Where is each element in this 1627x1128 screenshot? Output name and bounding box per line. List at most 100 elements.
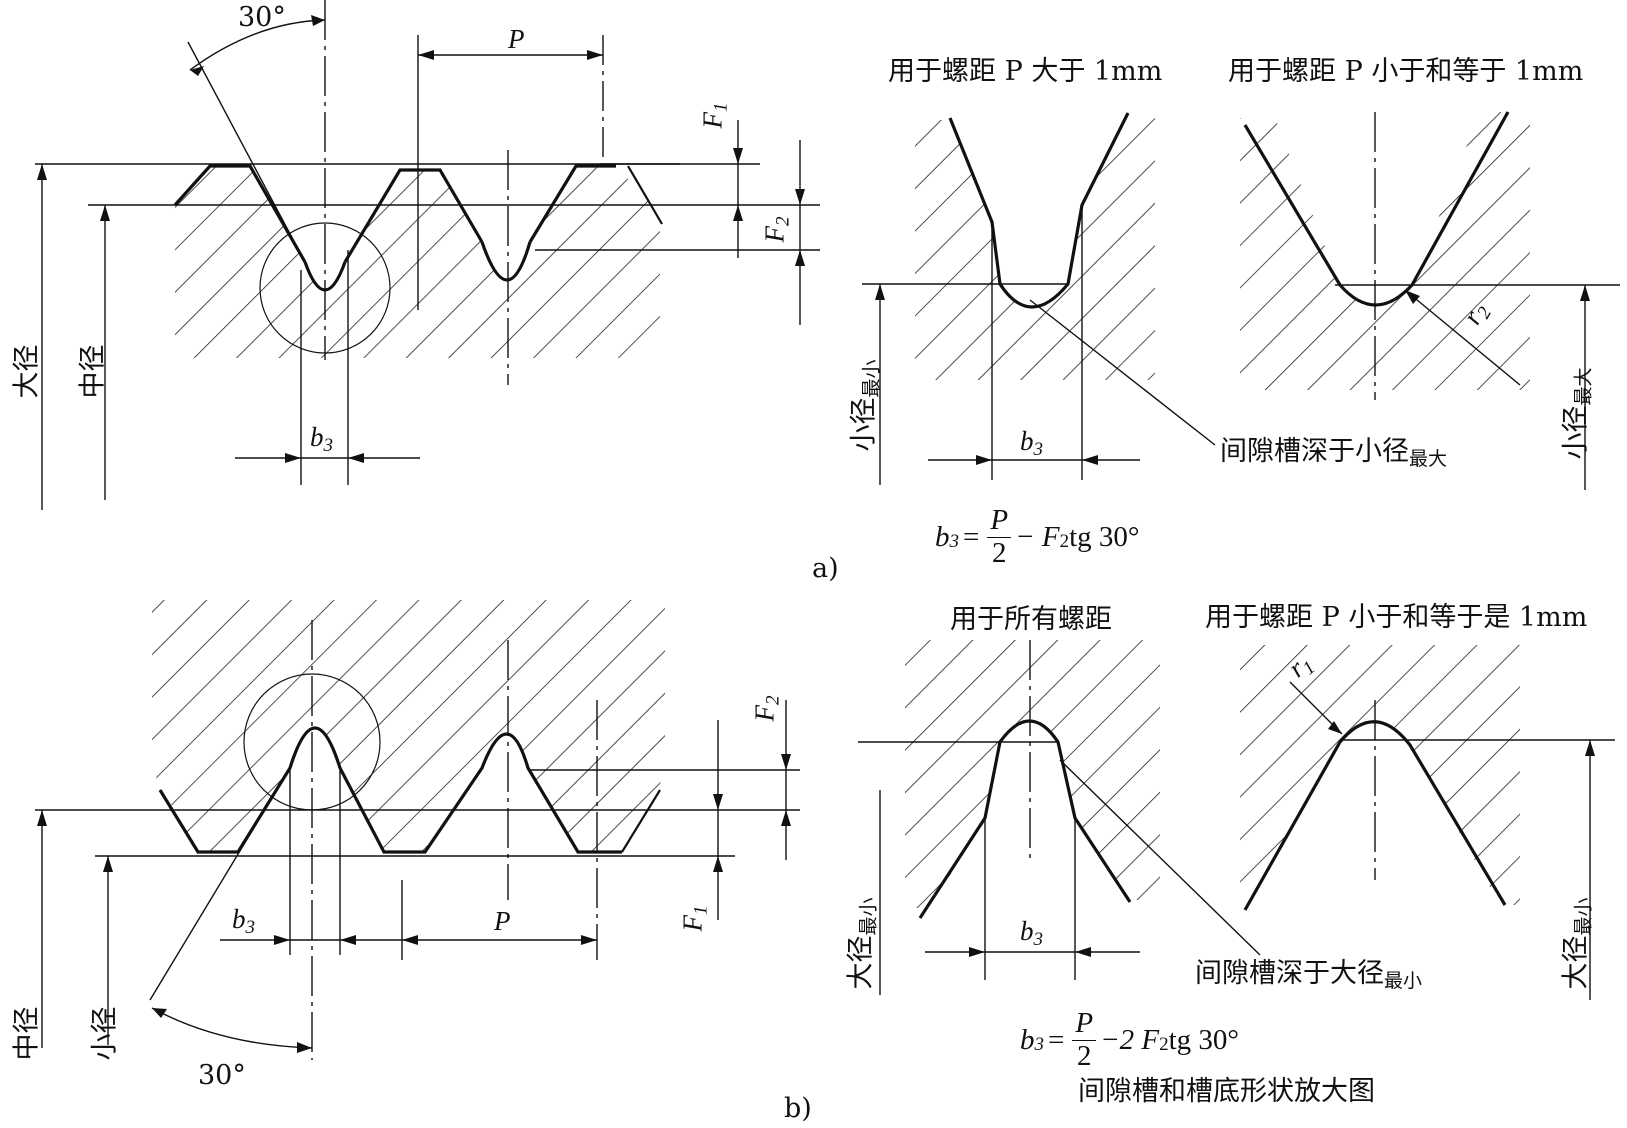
part-a-30deg-arc: [189, 19, 326, 71]
part-b-30deg-line: [149, 767, 291, 1001]
part-b-groove-note-text: 间隙槽深于大径: [1195, 958, 1384, 989]
part-b-b3-label: b3: [232, 904, 255, 938]
part-a-pitch-label: P: [508, 24, 525, 54]
part-b-formula-rhs-sub: 2: [1159, 1034, 1169, 1056]
part-b-detail-b3-sub: 3: [1033, 929, 1044, 950]
part-a-f2-sub: 2: [772, 216, 794, 227]
part-b-chamfer-end: [621, 789, 661, 853]
part-a-formula-lhs: b: [935, 520, 950, 553]
part-b-material-hatch: [152, 600, 665, 852]
part-b-pitch-dia-arrow: [37, 810, 47, 826]
part-b-b3-letter: b: [232, 904, 246, 934]
part-b-f1-label: F1: [677, 906, 712, 932]
part-b-f2-label: F2: [750, 696, 784, 722]
part-b-formula-eq: =: [1048, 1023, 1065, 1056]
part-a-angle-label: 30°: [238, 2, 286, 33]
part-b-major-min-left-sub: 最小: [857, 897, 880, 936]
part-a-minor-min-sub: 最小: [860, 359, 883, 398]
part-a-thread-flank-2: [343, 168, 484, 263]
part-a-chamfer-end: [627, 165, 663, 225]
part-b-major-min-left-label: 大径最小: [845, 897, 880, 990]
part-a-formula-den: 2: [991, 536, 1007, 569]
part-b-groove-note: 间隙槽深于大径最小: [1195, 958, 1422, 991]
part-a-detail-right-r2-leader: [1404, 289, 1521, 386]
part-a-f1-label: F1: [697, 103, 732, 129]
part-b-formula-lhs: b: [1020, 1023, 1035, 1056]
part-b-f1-sub: 1: [690, 905, 712, 916]
part-a-groove-leader: [1029, 299, 1216, 446]
part-b-detail-left-title: 用于所有螺距: [950, 604, 1112, 635]
part-a-f1-arrow-bottom: [733, 205, 743, 221]
part-b-detail-right-title: 用于螺距 P 小于和等于是 1mm: [1205, 602, 1588, 633]
part-b-p-arrow-r: [581, 935, 597, 945]
part-a-detail-b3-letter: b: [1020, 426, 1034, 456]
part-b-major-min-right-label: 大径最小: [1560, 897, 1595, 990]
part-b-f1-arrow-top: [713, 794, 723, 810]
part-b-formula-rhs: −2 F: [1100, 1023, 1160, 1056]
part-b-detail-left: [858, 640, 1261, 995]
part-a-b3-arrow-l: [285, 453, 301, 463]
part-a-detail-left-b3-arrow-l: [976, 455, 992, 465]
part-b-detail-left-b3-arrow-l: [969, 947, 985, 957]
part-a-b3-letter: b: [310, 422, 324, 452]
part-a-30deg-arrow-left: [190, 66, 204, 76]
part-a-b3-label: b3: [310, 422, 333, 456]
part-a-detail-left-b3-arrow-r: [1082, 455, 1098, 465]
part-a-f1-arrow-top: [733, 148, 743, 164]
part-a-b3-arrow-r: [348, 453, 364, 463]
part-a-detail-left-hatch: [915, 115, 1155, 380]
part-a-label: a): [812, 553, 839, 584]
part-b-label: b): [784, 1093, 812, 1124]
part-b-major-min-right-text: 大径: [1560, 935, 1592, 990]
part-b-main-view: [35, 600, 800, 1060]
part-b-formula-lhs-sub: 3: [1034, 1034, 1045, 1056]
part-a-groove-note: 间隙槽深于小径最大: [1220, 436, 1447, 469]
part-a-groove-note-text: 间隙槽深于小径: [1220, 436, 1409, 467]
part-a-pitch-arrow-l: [418, 50, 434, 60]
part-b-major-min-right-sub: 最小: [1572, 897, 1595, 936]
part-b-major-min-left-text: 大径: [845, 935, 877, 990]
part-a-minor-min-text: 小径: [848, 397, 880, 452]
part-b-caption: 间隙槽和槽底形状放大图: [1078, 1076, 1375, 1107]
part-b-30deg-arc: [151, 1007, 313, 1049]
part-b-groove-note-sub: 最小: [1384, 970, 1423, 992]
part-a-f2-arrow-top: [795, 189, 805, 205]
part-b-b3-sub: 3: [245, 917, 256, 938]
part-b-f1-letter: F: [677, 915, 708, 932]
part-a-minor-max-label: 小径最大: [1561, 367, 1595, 459]
part-a-30deg-arrow-right: [311, 15, 325, 26]
part-a-detail-right: [1240, 111, 1620, 490]
part-a-formula-eq: =: [963, 520, 980, 553]
part-a-formula-num: P: [987, 504, 1012, 538]
part-b-formula-den: 2: [1076, 1039, 1092, 1072]
part-a-detail-left-minor-arrow: [875, 284, 885, 300]
part-a-detail-b3-label: b3: [1020, 426, 1043, 460]
part-a-detail-b3-sub: 3: [1033, 439, 1044, 460]
part-a-detail-right-r2-arrow: [1405, 290, 1420, 304]
part-a-detail-circle: [259, 222, 391, 354]
part-b-detail-right-hatch: [1240, 645, 1520, 905]
part-b-p-arrow-l: [402, 935, 418, 945]
part-a-major-dia-arrow: [37, 164, 47, 180]
part-a-pitch-arrow-r: [587, 50, 603, 60]
part-b-groove-leader: [1059, 759, 1261, 956]
part-a-30deg-line: [187, 41, 306, 263]
part-b-f1-arrow-bottom: [713, 856, 723, 872]
part-b-f2-arrow-top: [781, 754, 791, 770]
part-a-detail-right-minor-arrow: [1580, 285, 1590, 301]
part-b-detail-right-major-arrow: [1585, 740, 1595, 756]
part-a-major-dia-label: 大径: [11, 344, 43, 399]
part-b-angle-label: 30°: [198, 1060, 246, 1091]
part-a-f1-letter: F: [697, 112, 728, 129]
part-a-groove-note-sub: 最大: [1409, 448, 1448, 470]
part-b-30deg-arrow-l: [152, 1008, 167, 1018]
part-a-detail-left-title: 用于螺距 P 大于 1mm: [888, 56, 1163, 87]
part-a-f1-sub: 1: [710, 102, 732, 113]
part-a-formula-rhs-sub: 2: [1059, 531, 1070, 553]
part-a-thread-profile: [173, 164, 307, 263]
part-b-pitch-dia-label: 中径: [11, 1006, 43, 1061]
part-b-detail-b3-label: b3: [1020, 918, 1043, 950]
